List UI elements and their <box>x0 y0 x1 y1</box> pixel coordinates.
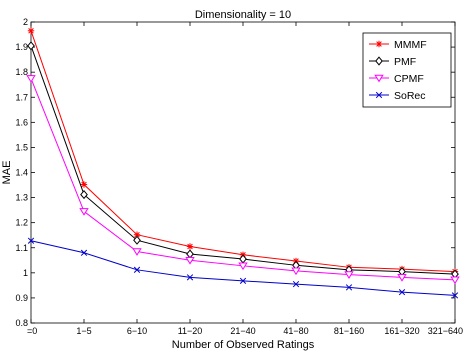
data-point-sorec <box>451 292 459 299</box>
data-point-sorec <box>27 237 35 244</box>
x-tick-label: =0 <box>27 326 37 336</box>
legend-item-mmmf: MMMF <box>369 39 427 51</box>
data-point-cpmf <box>450 276 460 285</box>
data-point-cpmf <box>238 262 248 271</box>
data-point-pmf <box>133 235 141 245</box>
data-point-mmmf <box>80 181 88 188</box>
data-point-pmf <box>27 41 35 51</box>
legend-label-mmmf: MMMF <box>394 39 427 51</box>
y-tick-label: 1.1 <box>15 243 28 253</box>
legend-label-cpmf: CPMF <box>394 73 424 85</box>
x-axis-ticks: =0 1−5 6−10 11−20 21−40 41−80 81−160 161−320 321… <box>27 22 463 336</box>
legend: MMMF PMF CPMF SoRec <box>362 32 452 108</box>
x-tick-label: 321−640 <box>428 326 463 336</box>
data-point-pmf <box>186 249 194 259</box>
y-tick-label: 1.4 <box>15 168 28 178</box>
data-point-cpmf <box>79 208 89 216</box>
series-sorec <box>27 237 459 299</box>
legend-item-sorec: SoRec <box>369 90 426 102</box>
legend-item-cpmf: CPMF <box>369 73 424 85</box>
data-point-cpmf <box>26 75 36 83</box>
legend-label-sorec: SoRec <box>394 90 426 102</box>
y-tick-label: 2 <box>23 17 28 27</box>
y-tick-label: 1.5 <box>15 142 28 152</box>
data-point-sorec <box>345 284 353 291</box>
data-point-cpmf <box>291 267 301 276</box>
x-axis-label: Number of Observed Ratings <box>172 339 315 351</box>
y-tick-label: 0.8 <box>15 318 28 328</box>
y-tick-label: 1.2 <box>15 218 28 228</box>
x-tick-label: 81−160 <box>334 326 364 336</box>
x-tick-label: 6−10 <box>127 326 147 336</box>
y-tick-label: 1.6 <box>15 117 28 127</box>
y-tick-label: 0.9 <box>15 293 28 303</box>
data-point-sorec <box>133 266 141 273</box>
legend-label-pmf: PMF <box>394 56 416 68</box>
x-tick-label: 161−320 <box>384 326 419 336</box>
legend-item-pmf: PMF <box>369 56 416 68</box>
data-point-sorec <box>239 277 247 285</box>
data-point-cpmf <box>344 271 354 279</box>
x-tick-label: 11−20 <box>178 326 203 336</box>
y-axis-ticks: 0.8 0.9 1 1.1 1.2 1.3 1.4 1.5 1.6 1.7 1.8 1.9 2 <box>15 17 455 328</box>
series-layer <box>26 27 460 299</box>
data-point-mmmf <box>27 27 35 34</box>
legend-marker-cpmf <box>374 74 384 83</box>
data-point-sorec <box>80 249 88 256</box>
x-tick-label: 21−40 <box>230 326 255 336</box>
x-tick-label: 41−80 <box>283 326 308 336</box>
chart-title: Dimensionality = 10 <box>195 9 291 21</box>
data-point-sorec <box>398 288 406 296</box>
y-axis-label: MAE <box>1 161 13 185</box>
y-tick-label: 1.8 <box>15 67 28 77</box>
data-point-sorec <box>186 274 194 281</box>
legend-marker-mmmf <box>375 40 383 48</box>
y-tick-label: 1 <box>23 268 28 278</box>
series-line-cpmf <box>30 78 456 281</box>
y-tick-label: 1.9 <box>15 42 28 52</box>
x-tick-label: 1−5 <box>76 326 91 336</box>
y-tick-label: 1.3 <box>15 193 28 203</box>
series-cpmf <box>26 75 460 285</box>
data-point-cpmf <box>185 256 195 265</box>
data-point-pmf <box>80 189 88 200</box>
data-point-sorec <box>292 280 300 288</box>
data-point-mmmf <box>186 243 194 250</box>
legend-marker-pmf <box>375 56 383 66</box>
data-point-cpmf <box>132 248 142 256</box>
legend-marker-sorec <box>375 91 383 99</box>
y-tick-label: 1.7 <box>15 92 28 102</box>
data-point-cpmf <box>397 274 407 282</box>
